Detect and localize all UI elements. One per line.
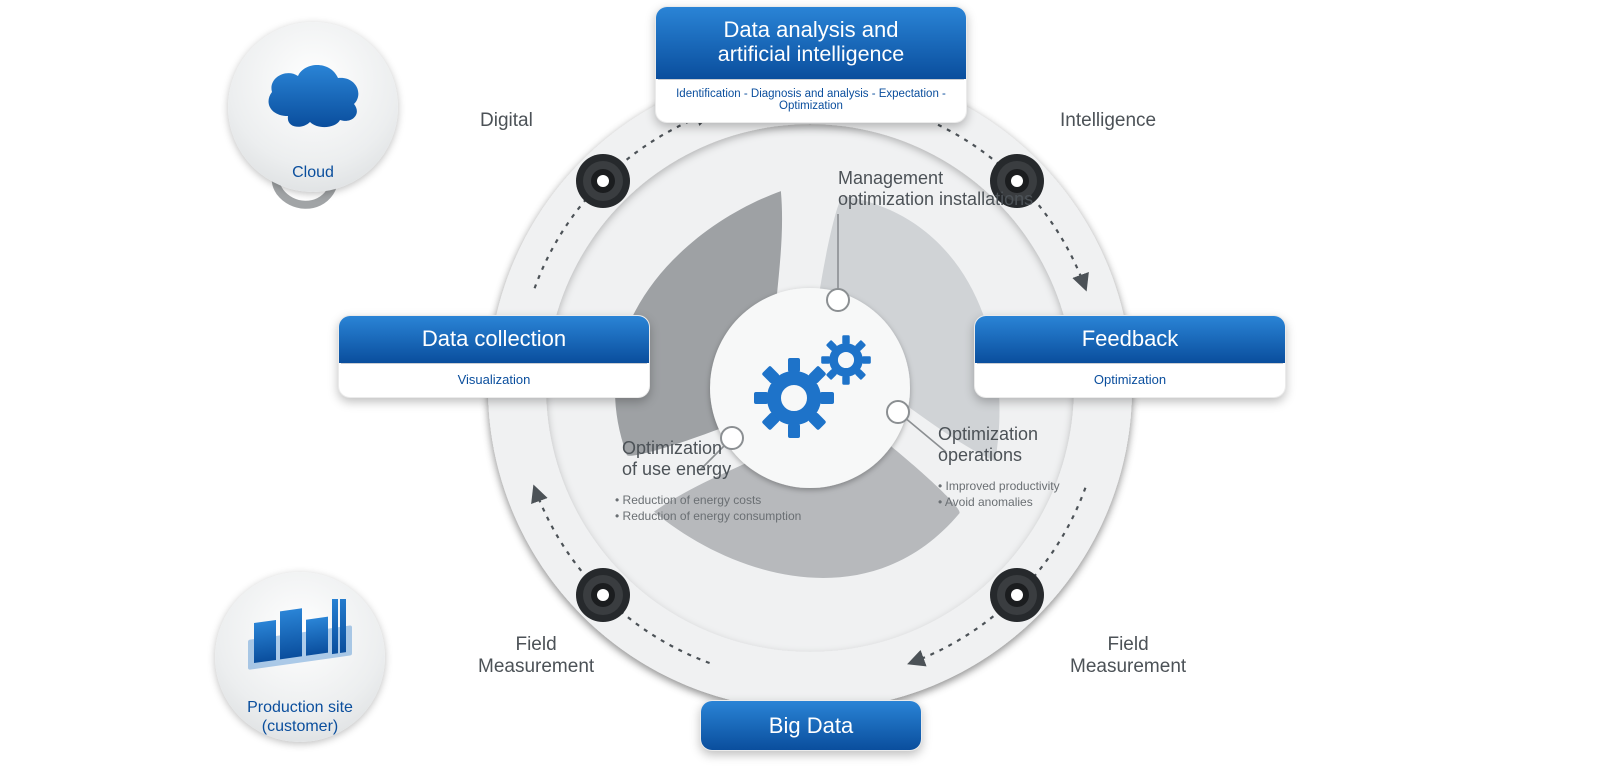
plant-label: Production site (customer) <box>215 699 385 736</box>
inner-left-title: Optimization of use energy <box>622 438 731 479</box>
inner-top-title: Management optimization installations <box>838 168 1033 209</box>
inner-right-bullets: Improved productivity Avoid anomalies <box>938 478 1060 510</box>
card-left-title: Data collection <box>353 326 635 351</box>
cloud-label: Cloud <box>228 164 398 182</box>
arc-label-intelligence: Intelligence <box>1060 110 1156 132</box>
gears-icon <box>737 325 881 455</box>
arc-label-fm-right: FieldMeasurement <box>1070 634 1186 678</box>
cloud-bubble: Cloud <box>228 22 398 192</box>
arc-label-digital: Digital <box>480 110 533 132</box>
cloud-icon <box>258 58 368 138</box>
card-right: Feedback Optimization <box>974 315 1286 398</box>
arc-node-tl <box>576 154 630 208</box>
card-top: Data analysis and artificial intelligenc… <box>655 6 967 123</box>
card-bottom: Big Data <box>700 700 922 751</box>
inner-dot-top <box>826 288 850 312</box>
card-top-sub: Identification - Diagnosis and analysis … <box>656 80 966 122</box>
arc-label-fm-left: FieldMeasurement <box>478 634 594 678</box>
inner-right-title: Optimization operations <box>938 424 1038 465</box>
card-top-title-l1: Data analysis and <box>670 17 952 42</box>
card-bottom-title: Big Data <box>711 713 911 738</box>
card-right-sub: Optimization <box>975 364 1285 397</box>
plant-bubble: Production site (customer) <box>215 572 385 742</box>
card-left-sub: Visualization <box>339 364 649 397</box>
plant-icon <box>240 599 360 689</box>
card-right-title: Feedback <box>989 326 1271 351</box>
inner-dot-right <box>886 400 910 424</box>
arc-node-bl <box>576 568 630 622</box>
card-left: Data collection Visualization <box>338 315 650 398</box>
diagram-root: Cloud Production site (customer) <box>0 0 1600 772</box>
card-top-title-l2: artificial intelligence <box>670 42 952 67</box>
arc-node-br <box>990 568 1044 622</box>
inner-left-bullets: Reduction of energy costs Reduction of e… <box>615 492 801 524</box>
